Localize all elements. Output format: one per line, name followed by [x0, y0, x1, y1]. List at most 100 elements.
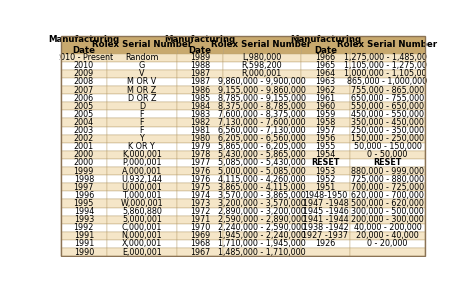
Text: 1967: 1967	[190, 248, 210, 257]
Bar	[223, 159, 301, 167]
Bar	[61, 127, 107, 135]
Bar	[301, 135, 350, 143]
Bar	[107, 183, 177, 191]
Bar	[350, 224, 425, 232]
Text: 2001: 2001	[74, 142, 94, 151]
Text: D OR Z: D OR Z	[128, 94, 156, 103]
Text: 1980: 1980	[190, 134, 210, 143]
Text: 5,085,000 - 5,430,000: 5,085,000 - 5,430,000	[218, 158, 305, 167]
Text: Y: Y	[139, 134, 144, 143]
Bar	[177, 86, 223, 94]
Bar	[350, 135, 425, 143]
Bar	[61, 86, 107, 94]
Text: 1945 -1946: 1945 -1946	[302, 207, 348, 216]
Bar	[350, 248, 425, 256]
Text: F: F	[139, 110, 144, 119]
Text: 1970: 1970	[190, 223, 210, 232]
Bar	[350, 208, 425, 216]
Text: 1979: 1979	[190, 142, 210, 151]
Text: 2003: 2003	[74, 126, 94, 135]
Text: 3,865,000 - 4,115,000: 3,865,000 - 4,115,000	[218, 183, 305, 192]
Bar	[177, 175, 223, 183]
Text: 1984: 1984	[190, 102, 210, 111]
Bar	[177, 232, 223, 240]
Bar	[301, 159, 350, 167]
Bar	[223, 70, 301, 78]
Text: 1965: 1965	[315, 61, 336, 70]
Bar	[350, 78, 425, 86]
Bar	[350, 127, 425, 135]
Text: 6,205,000 - 6,560,000: 6,205,000 - 6,560,000	[218, 134, 305, 143]
Text: M OR V: M OR V	[127, 77, 156, 86]
Bar	[301, 70, 350, 78]
Text: 1978: 1978	[190, 150, 210, 159]
Text: 1961: 1961	[315, 94, 336, 103]
Text: 620,000 - 700,000: 620,000 - 700,000	[351, 191, 424, 200]
Text: 1974: 1974	[190, 191, 210, 200]
Text: 2,240,000 - 2,590,000: 2,240,000 - 2,590,000	[218, 223, 306, 232]
Text: 1992: 1992	[73, 223, 94, 232]
Text: 1954: 1954	[315, 150, 336, 159]
Bar	[350, 175, 425, 183]
Bar	[301, 224, 350, 232]
Text: 1968: 1968	[190, 240, 210, 249]
Text: C,000,001: C,000,001	[122, 223, 162, 232]
Text: 1941 -1944: 1941 -1944	[302, 215, 348, 224]
Bar	[223, 94, 301, 102]
Bar	[61, 183, 107, 191]
Text: 2009: 2009	[73, 69, 94, 78]
Bar	[223, 240, 301, 248]
Bar	[61, 54, 107, 62]
Bar	[350, 36, 425, 54]
Text: 1938 -1942: 1938 -1942	[302, 223, 348, 232]
Bar	[223, 62, 301, 70]
Text: 1959: 1959	[315, 110, 336, 119]
Text: N,000,001: N,000,001	[121, 231, 162, 240]
Bar	[107, 208, 177, 216]
Text: 5,430,000 - 5,865,000: 5,430,000 - 5,865,000	[218, 150, 305, 159]
Bar	[177, 208, 223, 216]
Text: 1999: 1999	[73, 166, 94, 175]
Bar	[177, 151, 223, 159]
Text: 1981: 1981	[190, 126, 210, 135]
Bar	[223, 199, 301, 208]
Bar	[301, 232, 350, 240]
Bar	[301, 199, 350, 208]
Text: M OR Z: M OR Z	[127, 86, 156, 95]
Bar	[223, 135, 301, 143]
Text: 2000: 2000	[74, 158, 94, 167]
Bar	[350, 159, 425, 167]
Bar	[301, 94, 350, 102]
Bar	[107, 54, 177, 62]
Text: 350,000 - 450,000: 350,000 - 450,000	[351, 118, 424, 127]
Bar	[107, 232, 177, 240]
Bar	[107, 159, 177, 167]
Text: 1958: 1958	[315, 118, 336, 127]
Text: D: D	[139, 102, 145, 111]
Bar	[301, 208, 350, 216]
Bar	[350, 94, 425, 102]
Bar	[223, 151, 301, 159]
Text: 2005: 2005	[73, 102, 94, 111]
Text: U,000,001: U,000,001	[121, 183, 162, 192]
Text: 2000: 2000	[74, 150, 94, 159]
Bar	[61, 78, 107, 86]
Text: F: F	[139, 126, 144, 135]
Bar	[177, 248, 223, 256]
Text: 1927 -1937: 1927 -1937	[302, 231, 348, 240]
Text: 1991: 1991	[73, 240, 94, 249]
Bar	[350, 216, 425, 224]
Bar	[107, 70, 177, 78]
Bar	[177, 36, 223, 54]
Bar	[107, 191, 177, 199]
Bar	[350, 167, 425, 175]
Text: 1993: 1993	[73, 215, 94, 224]
Text: 1,105,000 - 1,275,000: 1,105,000 - 1,275,000	[344, 61, 431, 70]
Text: K,000,001: K,000,001	[122, 150, 162, 159]
Bar	[61, 191, 107, 199]
Bar	[301, 86, 350, 94]
Bar	[107, 118, 177, 127]
Text: 1956: 1956	[315, 134, 336, 143]
Text: 3,570,000 - 3,865,000: 3,570,000 - 3,865,000	[218, 191, 305, 200]
Bar	[107, 102, 177, 110]
